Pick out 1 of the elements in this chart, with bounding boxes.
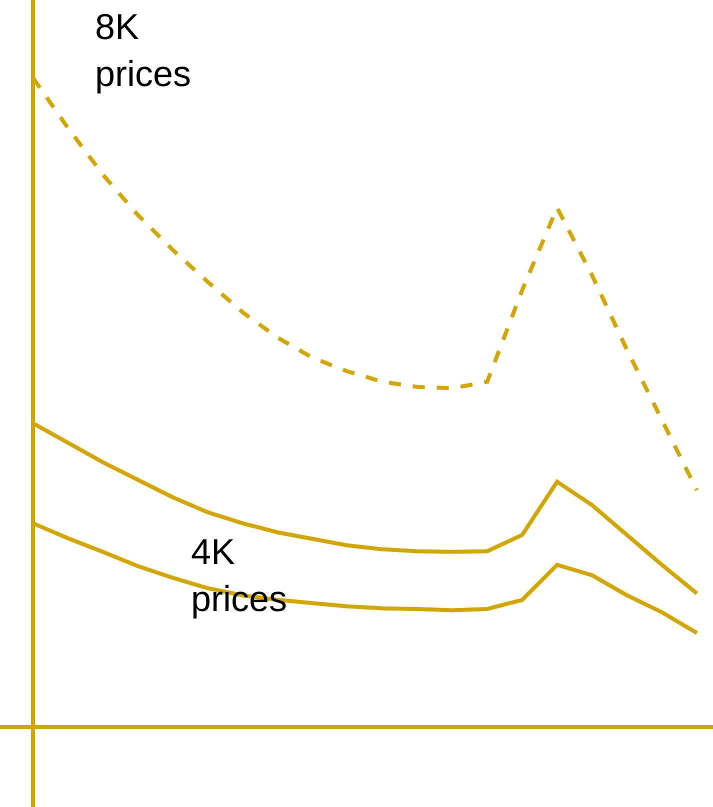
annotation: 8K prices bbox=[95, 6, 192, 94]
